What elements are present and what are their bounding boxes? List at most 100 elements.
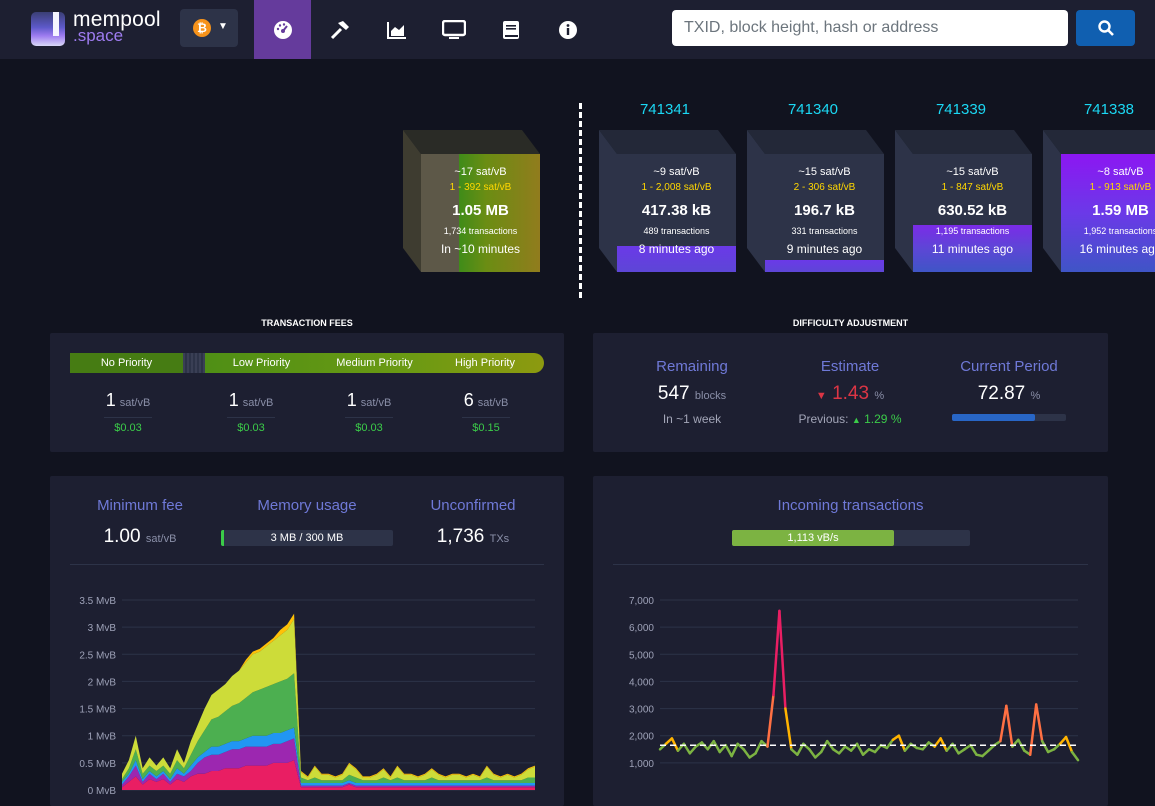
- line-segment: [873, 743, 883, 754]
- estimate-unit: %: [874, 390, 885, 402]
- line-segment: [1052, 742, 1062, 751]
- previous-unit: %: [890, 412, 902, 426]
- fees-card: [50, 333, 564, 452]
- difficulty-title: DIFFICULTY ADJUSTMENT: [792, 318, 909, 328]
- search-button[interactable]: [1076, 10, 1135, 46]
- fee-unit: sat/vB: [242, 397, 274, 409]
- block-fee-range: 2 - 306 sat/vB: [793, 182, 856, 193]
- nav-dashboard[interactable]: [254, 0, 311, 59]
- logo-subtext[interactable]: .space: [73, 26, 124, 45]
- line-segment: [772, 609, 781, 697]
- memory-usage-value: 3 MB / 300 MB: [270, 532, 344, 544]
- search-input[interactable]: [672, 10, 1068, 46]
- estimate-number: 1.43: [832, 383, 870, 404]
- line-segment: [814, 750, 823, 759]
- network-selector[interactable]: ₿ ▼: [180, 9, 238, 47]
- incoming-tx-chart[interactable]: 1,000 2,000 3,000 4,000 5,000 6,000 7,000: [598, 580, 1098, 800]
- block-height[interactable]: 741338: [1083, 101, 1135, 118]
- chart-icon: [386, 21, 406, 39]
- line-segment: [736, 742, 745, 751]
- block-height[interactable]: 741340: [787, 101, 839, 118]
- block-median-fee: ~15 sat/vB: [798, 166, 851, 178]
- fee-unit: sat/vB: [477, 397, 509, 409]
- block-median-fee: ~17 sat/vB: [454, 166, 507, 178]
- fee-value: 1: [105, 390, 116, 410]
- block-size: 417.38 kB: [641, 202, 712, 219]
- line-segment: [718, 743, 727, 754]
- block-median-fee: ~9 sat/vB: [653, 166, 700, 178]
- incoming-tx-fill: [732, 530, 894, 546]
- line-segment: [1005, 704, 1014, 748]
- hammer-icon: [330, 20, 349, 39]
- block-tx-count: 1,195 transactions: [935, 226, 1010, 236]
- remaining-label: Remaining: [656, 358, 728, 375]
- block-fee-range: 1 - 913 sat/vB: [1089, 182, 1152, 193]
- fee-no-priority-label: No Priority: [70, 353, 183, 373]
- y-tick-label: 1 MvB: [88, 732, 117, 743]
- unconfirmed-label: Unconfirmed: [430, 497, 516, 514]
- line-segment: [688, 745, 698, 755]
- y-tick-label: 7,000: [629, 596, 654, 607]
- nav-graphs[interactable]: [368, 0, 425, 59]
- incoming-tx-value: 1,113 vB/s: [787, 532, 839, 544]
- unconfirmed-unit: TXs: [489, 533, 510, 545]
- block-tx-count: 489 transactions: [643, 226, 710, 236]
- line-segment: [664, 737, 674, 746]
- line-segment: [903, 742, 913, 752]
- previous-label: Previous:: [798, 412, 849, 426]
- area-series: [122, 619, 535, 781]
- y-tick-label: 1.5 MvB: [79, 705, 116, 716]
- y-tick-label: 3 MvB: [88, 623, 117, 634]
- chevron-down-icon: ▼: [218, 21, 228, 32]
- line-segment: [885, 738, 895, 750]
- fee-divider: [183, 353, 205, 373]
- period-progress-track: [952, 414, 1066, 421]
- fee-priority-bar: [205, 353, 544, 373]
- block-size: 196.7 kB: [794, 202, 855, 219]
- nav-docs[interactable]: [482, 0, 539, 59]
- memory-usage-label: Memory usage: [257, 497, 357, 514]
- line-segment: [730, 742, 739, 758]
- bitcoin-icon: ₿: [193, 19, 211, 37]
- line-segment: [849, 742, 859, 752]
- line-segment: [1064, 735, 1074, 754]
- current-period-value: 72.87 %: [929, 383, 1089, 405]
- logo-text[interactable]: mempool: [73, 8, 161, 31]
- line-segment: [897, 734, 907, 752]
- fee-medium-priority-label: Medium Priority: [336, 357, 413, 369]
- block-time: 11 minutes ago: [931, 242, 1014, 256]
- line-segment: [855, 742, 865, 756]
- line-segment: [1058, 735, 1068, 746]
- block-size: 1.59 MB: [1092, 202, 1149, 219]
- y-tick-label: 2 MvB: [88, 677, 117, 688]
- remaining-sub: In ~1 week: [662, 412, 722, 426]
- block-height[interactable]: 741341: [639, 101, 691, 118]
- line-segment: [1070, 750, 1080, 762]
- block-tx-count: 1,952 transactions: [1083, 226, 1155, 236]
- nav-tv[interactable]: [425, 0, 482, 59]
- fee-usd: $0.15: [462, 417, 510, 434]
- fee-usd: $0.03: [104, 417, 152, 434]
- line-segment: [742, 748, 751, 759]
- info-icon: [558, 20, 577, 39]
- fees-title: TRANSACTION FEES: [261, 318, 353, 328]
- unconfirmed-value: 1,736 TXs: [393, 526, 553, 548]
- y-tick-label: 2.5 MvB: [79, 650, 116, 661]
- block-size: 1.05 MB: [452, 202, 509, 219]
- nav-about[interactable]: [539, 0, 596, 59]
- fee-high-priority: 6 sat/vB $0.15: [436, 390, 536, 436]
- period-progress-fill: [952, 414, 1036, 421]
- block-height[interactable]: 741339: [935, 101, 987, 118]
- block-fee-range: 1 - 847 sat/vB: [941, 182, 1004, 193]
- mempool-size-chart[interactable]: 0 MvB 0.5 MvB 1 MvB 1.5 MvB 2 MvB 2.5 MvB 3 Mv…: [55, 580, 555, 800]
- fee-unit: sat/vB: [360, 397, 392, 409]
- line-segment: [1040, 739, 1050, 754]
- current-period-label: Current Period: [960, 358, 1058, 375]
- line-segment: [981, 749, 990, 758]
- dashboard-icon: [273, 20, 292, 39]
- line-segment: [1034, 703, 1044, 743]
- block-tx-count: 1,734 transactions: [443, 226, 518, 236]
- mempool-logo-icon[interactable]: [31, 12, 65, 46]
- min-fee-value: 1.00 sat/vB: [60, 526, 220, 548]
- nav-mining[interactable]: [311, 0, 368, 59]
